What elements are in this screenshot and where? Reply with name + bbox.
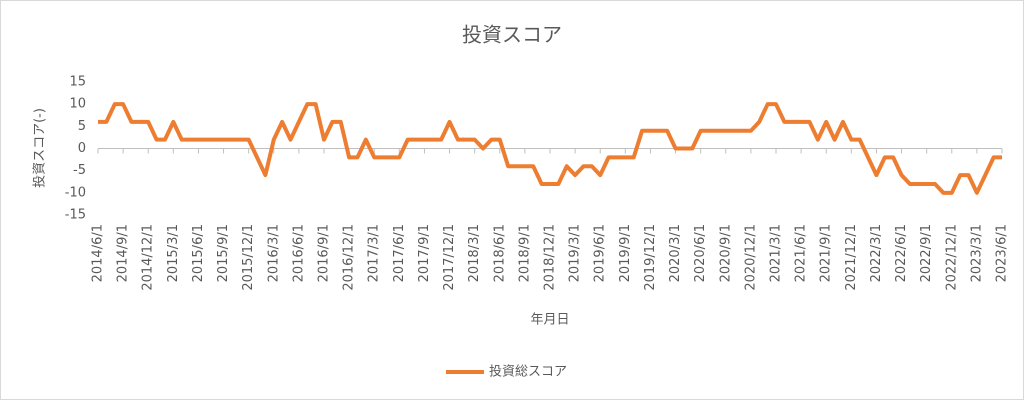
- y-tick-label: 0: [78, 141, 86, 156]
- y-axis-label: 投資スコア(-): [32, 108, 48, 188]
- x-tick-label: 2018/6/1: [492, 224, 507, 282]
- x-tick-label: 2021/6/1: [794, 224, 809, 282]
- x-tick-label: 2015/6/1: [191, 224, 206, 282]
- x-tick-label: 2021/3/1: [769, 224, 784, 282]
- x-tick-label: 2020/6/1: [693, 224, 708, 282]
- x-tick-label: 2022/3/1: [869, 224, 884, 282]
- x-tick-label: 2016/6/1: [291, 224, 306, 282]
- chart-title: 投資スコア: [462, 23, 562, 47]
- x-tick-label: 2017/3/1: [367, 224, 382, 282]
- x-tick-label: 2018/9/1: [517, 224, 532, 282]
- x-tick-label: 2017/9/1: [417, 224, 432, 282]
- x-tick-label: 2019/6/1: [593, 224, 608, 282]
- x-tick-label: 2020/12/1: [743, 224, 758, 291]
- x-tick-label: 2020/3/1: [668, 224, 683, 282]
- x-tick-label: 2019/3/1: [568, 224, 583, 282]
- x-tick-label: 2023/3/1: [969, 224, 984, 282]
- x-tick-label: 2016/3/1: [266, 224, 281, 282]
- x-tick-label: 2015/9/1: [216, 224, 231, 282]
- x-tick-label: 2014/6/1: [91, 224, 106, 282]
- x-tick-label: 2022/9/1: [919, 224, 934, 282]
- x-tick-label: 2019/9/1: [618, 224, 633, 282]
- x-tick-label: 2014/9/1: [116, 224, 131, 282]
- x-tick-label: 2016/9/1: [317, 224, 332, 282]
- x-tick-label: 2016/12/1: [342, 224, 357, 291]
- x-tick-label: 2022/12/1: [944, 224, 959, 291]
- y-tick-label: -10: [65, 185, 86, 200]
- x-tick-label: 2022/6/1: [894, 224, 909, 282]
- x-tick-label: 2014/12/1: [141, 224, 156, 291]
- x-tick-label: 2017/12/1: [442, 224, 457, 291]
- x-tick-label: 2015/3/1: [166, 224, 181, 282]
- data-line: [98, 102, 1002, 195]
- x-tick-label: 2023/6/1: [995, 224, 1010, 282]
- y-tick-label: 5: [78, 119, 86, 134]
- y-tick-label: -15: [65, 208, 86, 223]
- y-tick-label: -5: [73, 163, 86, 178]
- y-tick-label: 10: [69, 97, 86, 112]
- x-tick-label: 2021/12/1: [844, 224, 859, 291]
- y-tick-label: 15: [69, 75, 86, 90]
- x-tick-label: 2018/3/1: [467, 224, 482, 282]
- x-tick-label: 2021/9/1: [819, 224, 834, 282]
- x-axis-label: 年月日: [530, 313, 569, 328]
- x-tick-label: 2017/6/1: [392, 224, 407, 282]
- x-tick-label: 2018/12/1: [543, 224, 558, 291]
- x-tick-label: 2019/12/1: [643, 224, 658, 291]
- x-tick-label: 2015/12/1: [241, 224, 256, 291]
- legend-label: 投資総スコア: [489, 364, 567, 380]
- x-tick-label: 2020/9/1: [718, 224, 733, 282]
